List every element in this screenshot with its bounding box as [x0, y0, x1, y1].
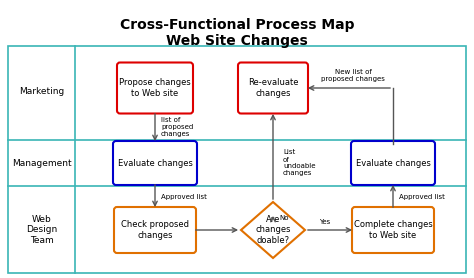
Text: Evaluate changes: Evaluate changes — [356, 158, 430, 168]
Text: List
of
undoable
changes: List of undoable changes — [283, 150, 316, 177]
Bar — [8, 46, 466, 273]
Text: Management: Management — [12, 158, 71, 168]
Text: No: No — [279, 215, 289, 221]
Text: list of
proposed
changes: list of proposed changes — [161, 117, 193, 137]
Text: Are
changes
doable?: Are changes doable? — [255, 215, 291, 245]
FancyBboxPatch shape — [114, 207, 196, 253]
Text: Check proposed
changes: Check proposed changes — [121, 220, 189, 240]
FancyBboxPatch shape — [238, 63, 308, 113]
FancyBboxPatch shape — [113, 141, 197, 185]
Text: Complete changes
to Web site: Complete changes to Web site — [354, 220, 432, 240]
FancyBboxPatch shape — [117, 63, 193, 113]
Text: Re-evaluate
changes: Re-evaluate changes — [248, 78, 298, 98]
FancyBboxPatch shape — [352, 207, 434, 253]
FancyBboxPatch shape — [351, 141, 435, 185]
Text: Approved list: Approved list — [161, 194, 207, 200]
Text: Yes: Yes — [319, 219, 331, 225]
Text: Marketing: Marketing — [19, 88, 64, 96]
Text: Cross-Functional Process Map
Web Site Changes: Cross-Functional Process Map Web Site Ch… — [120, 18, 354, 48]
Text: Approved list: Approved list — [399, 194, 445, 200]
Text: Propose changes
to Web site: Propose changes to Web site — [119, 78, 191, 98]
Polygon shape — [241, 202, 305, 258]
Text: Evaluate changes: Evaluate changes — [118, 158, 192, 168]
Text: Web
Design
Team: Web Design Team — [26, 215, 57, 245]
Text: New list of
proposed changes: New list of proposed changes — [321, 68, 385, 81]
